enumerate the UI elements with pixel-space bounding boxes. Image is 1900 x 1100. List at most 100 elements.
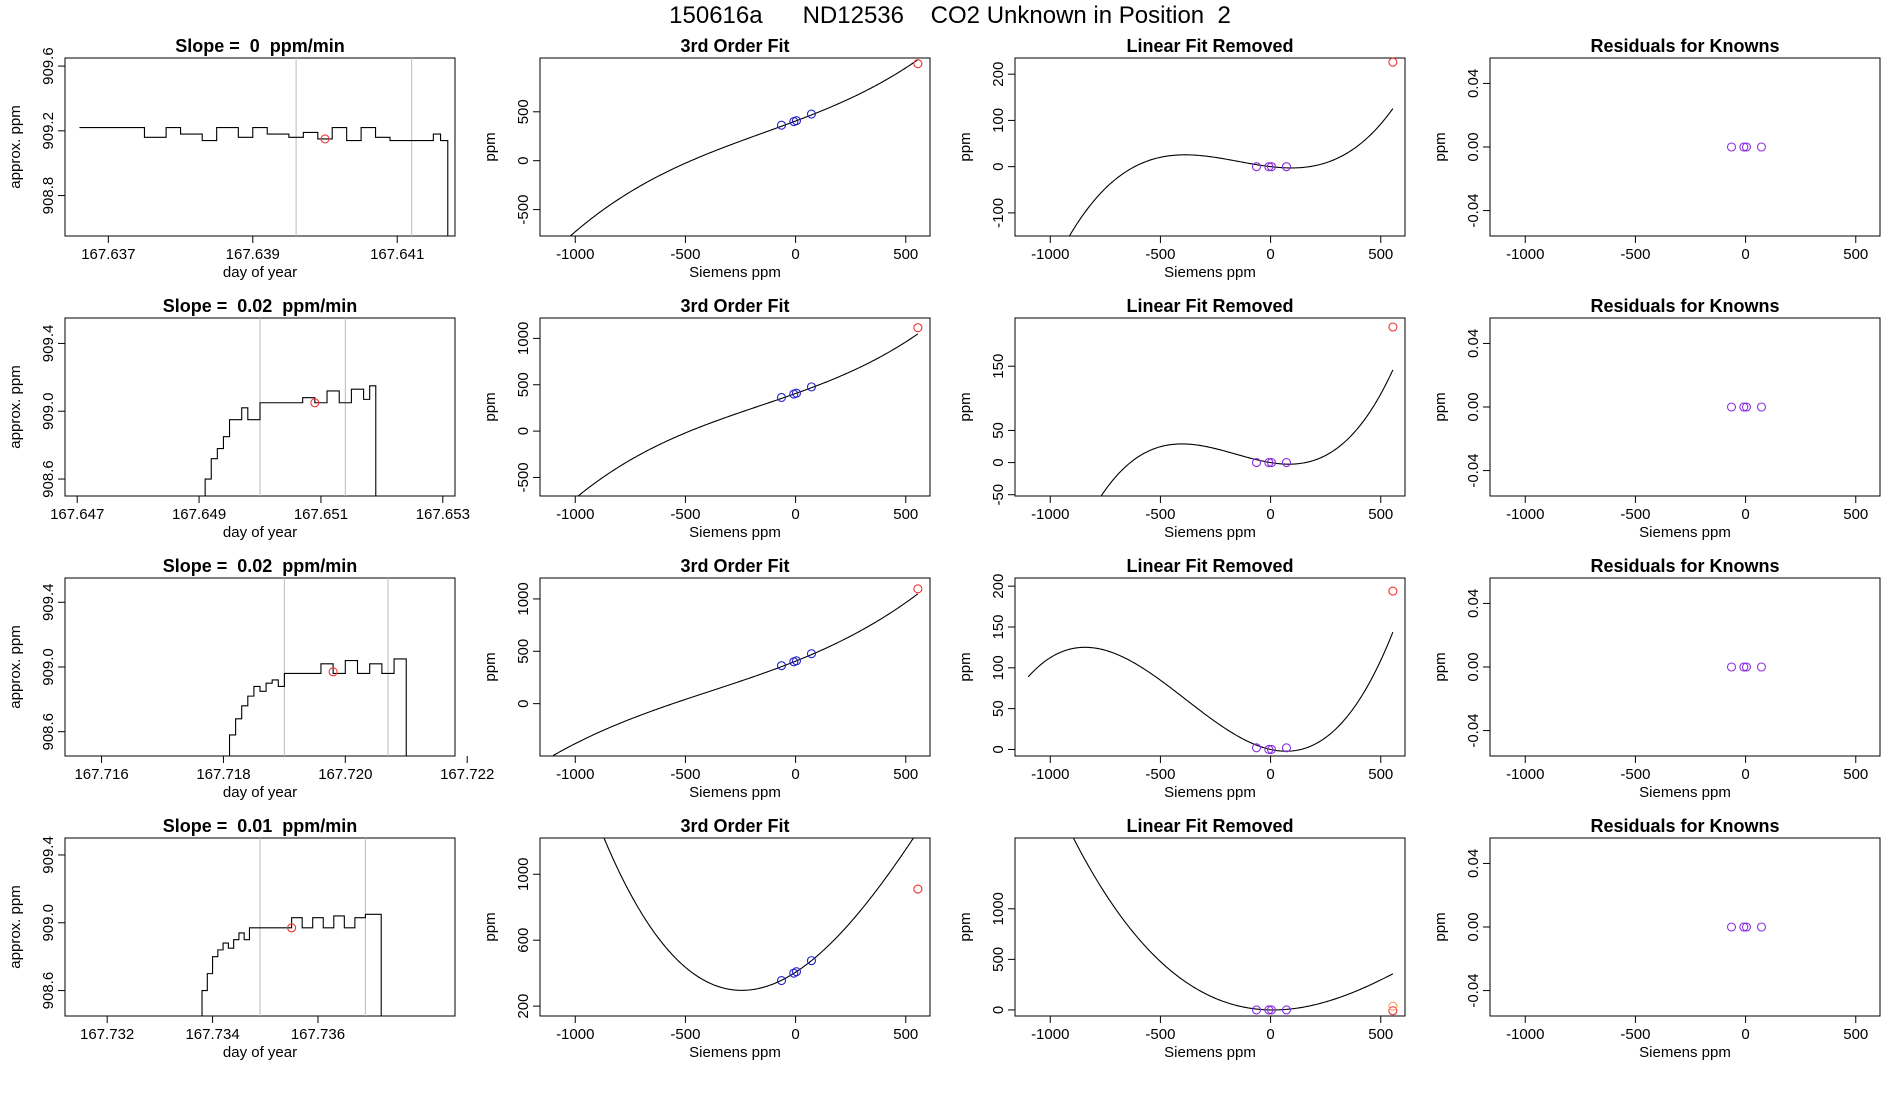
x-tick-label: 167.722	[440, 766, 494, 783]
plot-frame	[64, 577, 456, 757]
panel-title: Linear Fit Removed	[1126, 36, 1293, 56]
y-axis-label: ppm	[482, 132, 499, 161]
x-axis-label: Siemens ppm	[689, 1044, 781, 1061]
y-tick-label: 0.04	[1465, 589, 1482, 618]
x-tick-label: 167.647	[50, 506, 104, 523]
x-tick-label: -1000	[1031, 506, 1069, 523]
data-point-unknown	[913, 584, 923, 594]
data-point-residual	[1726, 922, 1737, 932]
panel-r1c3: Linear Fit Removed-1000 -500 0 500-10001002…	[957, 36, 1406, 281]
y-tick-label: -500	[515, 462, 532, 492]
y-axis-label: ppm	[1432, 652, 1449, 681]
y-tick-label: 0.04	[1465, 69, 1482, 98]
plot-frame	[1489, 57, 1881, 237]
panel-title: 3rd Order Fit	[680, 816, 789, 836]
data-point-unknown	[287, 923, 297, 933]
panel-title: 3rd Order Fit	[680, 556, 789, 576]
y-tick-label: 909.0	[40, 392, 57, 430]
y-axis-label: ppm	[482, 392, 499, 421]
panel-title: Residuals for Knowns	[1590, 36, 1779, 56]
data-point-residual	[1756, 402, 1767, 412]
x-tick-label: 0	[1741, 506, 1749, 523]
data-point-unknown	[1388, 586, 1398, 596]
y-tick-label: 909.4	[40, 583, 57, 621]
y-tick-label: 909.4	[40, 836, 57, 874]
data-point-residual	[1281, 162, 1292, 172]
x-tick-label: -1000	[1506, 1026, 1544, 1043]
panel-r2c2: 3rd Order Fit -1000 -500 0 500 -500 0 500 1000 Si…	[482, 296, 931, 541]
panel-title: 3rd Order Fit	[680, 296, 789, 316]
y-axis-label: ppm	[957, 912, 974, 941]
x-tick-label: 167.637	[81, 246, 135, 263]
y-tick-label: 200	[990, 62, 1007, 87]
panel-r3c1: Slope = 0.02 ppm/min 167.716 167.718 167.72…	[7, 556, 494, 801]
y-tick-label: 500	[515, 639, 532, 664]
x-tick-label: 0	[1741, 1026, 1749, 1043]
data-point-residual	[1281, 1005, 1292, 1015]
plot-frame	[1014, 57, 1406, 237]
y-tick-label: 50	[990, 422, 1007, 439]
y-tick-label: 909.6	[40, 47, 57, 85]
x-tick-label: -1000	[1506, 506, 1544, 523]
y-tick-label: 500	[515, 372, 532, 397]
plot-frame	[1014, 837, 1406, 1017]
panel-r3c4: Residuals for Knowns -1000 -500 0 500 -0.04 0.…	[1432, 556, 1881, 801]
data-point-residual	[1264, 1005, 1274, 1015]
y-tick-label: 0.00	[1465, 652, 1482, 681]
y-tick-label: 150	[990, 354, 1007, 379]
y-tick-label: 908.6	[40, 713, 57, 751]
x-tick-label: -1000	[1031, 246, 1069, 263]
y-tick-label: 0.04	[1465, 849, 1482, 878]
data-point-residual	[1281, 458, 1292, 468]
y-tick-label: 200	[990, 574, 1007, 599]
plot-frame	[1489, 317, 1881, 497]
x-tick-label: 500	[893, 246, 918, 263]
data-point-unknown	[913, 884, 923, 894]
x-tick-label: -500	[670, 506, 700, 523]
x-tick-label: 167.651	[294, 506, 348, 523]
data-point-unknown	[1388, 322, 1398, 332]
x-axis-label: Siemens ppm	[1164, 524, 1256, 541]
data-point-known	[776, 392, 787, 403]
panel-title: Linear Fit Removed	[1126, 296, 1293, 316]
y-tick-label: 600	[515, 928, 532, 953]
fit-curve	[1068, 108, 1394, 236]
y-axis-label: ppm	[957, 652, 974, 681]
series-line	[223, 658, 407, 756]
x-axis-label: day of year	[223, 1044, 297, 1061]
panel-title: 3rd Order Fit	[680, 36, 789, 56]
x-tick-label: 500	[1843, 246, 1868, 263]
x-tick-label: 167.734	[185, 1026, 239, 1043]
y-tick-label: 0	[990, 1006, 1007, 1014]
y-tick-label: 100	[990, 655, 1007, 680]
data-point-unknown	[1388, 57, 1398, 67]
x-axis-label: Siemens ppm	[1639, 1044, 1731, 1061]
y-tick-label: 0.00	[1465, 392, 1482, 421]
y-axis-label: approx. ppm	[7, 625, 24, 708]
x-tick-label: 167.732	[80, 1026, 134, 1043]
x-tick-label: 500	[1843, 506, 1868, 523]
x-tick-label: 167.720	[318, 766, 372, 783]
y-tick-label: 909.4	[40, 325, 57, 363]
y-axis-label: ppm	[957, 392, 974, 421]
y-tick-label: 1000	[515, 582, 532, 615]
y-axis-label: ppm	[482, 652, 499, 681]
x-tick-label: -500	[670, 1026, 700, 1043]
x-tick-label: 0	[1266, 246, 1274, 263]
data-point-residual	[1264, 162, 1274, 172]
x-tick-label: 0	[1266, 506, 1274, 523]
data-point-residual	[1251, 458, 1262, 468]
data-point-residual	[1251, 743, 1262, 753]
data-point-residual	[1741, 402, 1752, 412]
y-tick-label: -50	[990, 484, 1007, 506]
data-point-residual	[1266, 162, 1277, 172]
x-tick-label: -500	[1620, 766, 1650, 783]
y-tick-label: 1000	[990, 892, 1007, 925]
panel-r4c1: Slope = 0.01 ppm/min 167.732 167.734 167.73…	[7, 816, 456, 1061]
panel-title: Residuals for Knowns	[1590, 816, 1779, 836]
x-tick-label: 500	[1368, 766, 1393, 783]
panel-r3c2: 3rd Order Fit -1000 -500 0 500 0 500 1000 Siemen…	[482, 556, 931, 801]
plot-frame	[539, 577, 931, 757]
data-point-residual	[1756, 142, 1767, 152]
x-axis-label: day of year	[223, 264, 297, 281]
